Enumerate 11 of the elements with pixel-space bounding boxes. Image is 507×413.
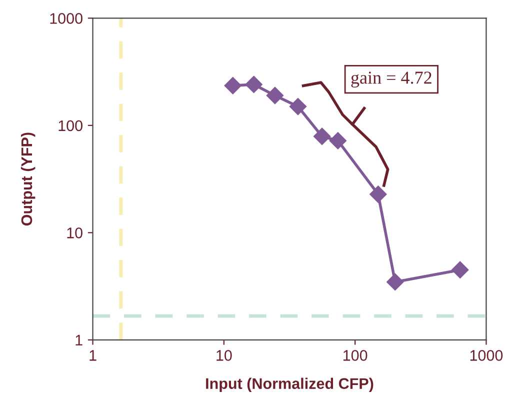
x-tick-label: 10 xyxy=(216,350,232,361)
y-tick-label: 1000 xyxy=(50,13,82,24)
y-axis-title: Output (YFP) xyxy=(20,132,36,226)
x-tick-label: 1 xyxy=(90,350,96,361)
x-tick-label: 1000 xyxy=(470,350,503,361)
y-tick-label: 100 xyxy=(58,120,82,132)
x-tick-label: 100 xyxy=(343,350,368,361)
y-tick-label: 1 xyxy=(76,334,82,346)
x-axis-title: Input (Normalized CFP) xyxy=(206,378,374,392)
y-tick-label: 10 xyxy=(67,228,82,238)
annotation: gain = 4.72 xyxy=(351,72,432,88)
